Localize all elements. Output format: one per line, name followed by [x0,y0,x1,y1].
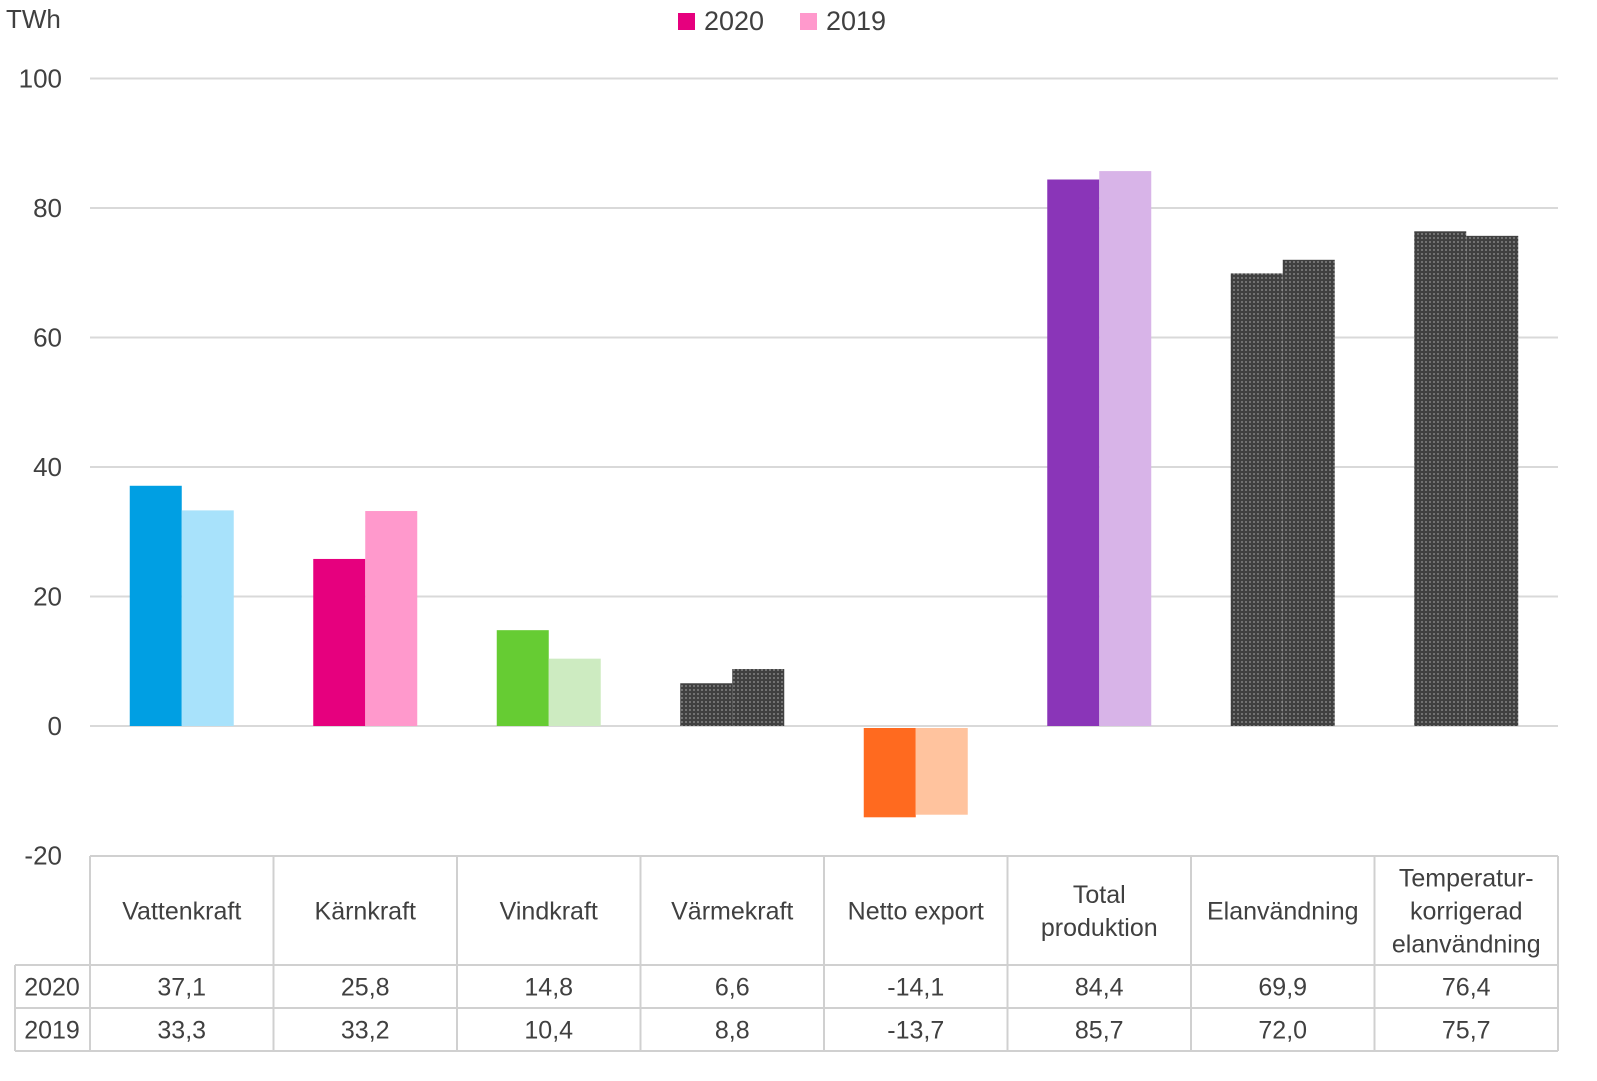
table-cell-value: 33,2 [341,1017,390,1045]
table-cell-value: 10,4 [524,1017,573,1045]
bar-2019-4 [915,728,968,815]
bar-2019-7 [1466,235,1519,726]
bar-2019-5 [1099,171,1152,726]
bar-2020-7 [1414,231,1467,726]
category-label: Netto export [848,898,984,926]
table-cell-value: -14,1 [887,974,944,1002]
category-label: elanvändning [1392,931,1541,959]
category-label: Vindkraft [500,898,598,926]
table-cell-value: 37,1 [157,974,206,1002]
category-label: Värmekraft [671,898,793,926]
table-row-label: 2019 [24,1017,80,1045]
category-label: produktion [1041,914,1158,942]
bar-2020-2 [496,630,549,726]
category-label: korrigerad [1410,898,1523,926]
table-cell-value: 76,4 [1442,974,1491,1002]
category-label: Kärnkraft [315,898,416,926]
y-tick-label: 100 [19,64,62,94]
table-cell-value: 84,4 [1075,974,1124,1002]
category-label: Total [1073,881,1126,909]
bar-2019-1 [365,511,418,726]
table-cell-value: 25,8 [341,974,390,1002]
bar-2020-4 [863,728,916,818]
table-cell-value: 85,7 [1075,1017,1124,1045]
table-cell-value: 69,9 [1258,974,1307,1002]
bars [129,171,1519,818]
y-tick-label: 40 [33,452,62,482]
bar-2020-3 [680,683,733,726]
gridlines [90,77,1558,727]
table-cell-value: 6,6 [715,974,750,1002]
legend-swatch-2020 [678,13,695,30]
y-axis-unit-label: TWh [6,4,61,34]
table-cell-value: 8,8 [715,1017,750,1045]
y-tick-label: 20 [33,582,62,612]
y-tick-label: -20 [24,841,62,871]
table-cell-value: 75,7 [1442,1017,1491,1045]
data-table: Vattenkraft Kärnkraft Vindkraft Värmekraft N… [14,855,1559,1052]
legend-label-2020: 2020 [704,6,764,36]
bar-2019-6 [1282,259,1335,726]
table-cell-value: 33,3 [157,1017,206,1045]
y-tick-label: 0 [48,711,62,741]
category-label: Vattenkraft [122,898,241,926]
bar-2020-0 [129,485,182,726]
category-label: Elanvändning [1207,898,1359,926]
legend: 2020 2019 [678,6,886,36]
bar-2020-6 [1230,273,1283,726]
bar-2019-2 [548,658,601,726]
legend-label-2019: 2019 [826,6,886,36]
table-row-label: 2020 [24,974,80,1002]
bar-2019-0 [181,510,234,726]
y-tick-label: 80 [33,193,62,223]
bar-2020-1 [313,558,366,726]
bar-2019-3 [732,669,785,726]
table-cell-value: -13,7 [887,1017,944,1045]
bar-2020-5 [1047,179,1100,726]
table-cell-value: 14,8 [524,974,573,1002]
table-cell-value: 72,0 [1258,1017,1307,1045]
y-axis: TWh -20 0 20 40 60 80 100 [6,4,62,871]
legend-swatch-2019 [800,13,817,30]
y-tick-label: 60 [33,323,62,353]
category-label: Temperatur- [1399,865,1534,893]
